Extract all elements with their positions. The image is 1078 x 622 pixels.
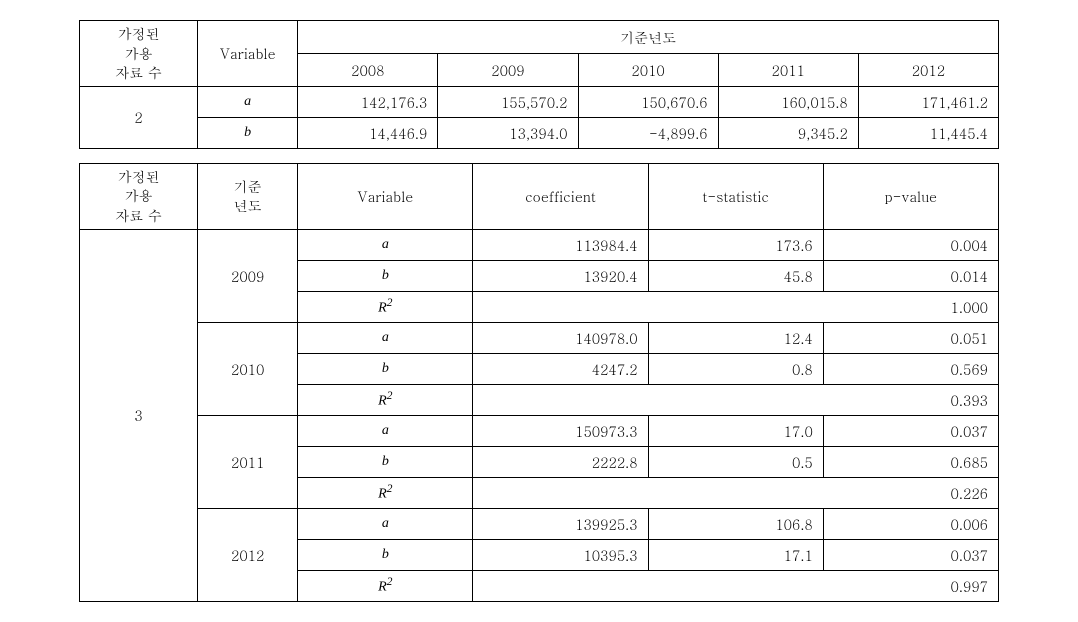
t1-year-2010: 2010 [578,53,718,86]
t1-header-row1: 가정된가용자료 수 Variable 기준년도 [80,21,999,54]
t2-2012-b-p: 0.037 [823,539,998,570]
t1-row-a: 2 a 142,176.3 155,570.2 150,670.6 160,01… [80,86,999,117]
t2-col6-header: p-value [823,163,998,229]
t2-2011-a-p: 0.037 [823,415,998,446]
t2-2010-var-r2: R2 [298,384,473,415]
t2-2009-a: 3 2009 a 113984.4 173.6 0.004 [80,229,999,260]
t2-2009-b-t: 45.8 [648,260,823,291]
t2-2009-r2-val: 1.000 [473,291,999,322]
t2-2010-a-p: 0.051 [823,322,998,353]
t2-2009-a-coef: 113984.4 [473,229,648,260]
t2-2012-a-t: 106.8 [648,508,823,539]
t2-group-label: 3 [80,229,198,601]
t1-rows-label: 2 [80,86,198,148]
t2-year-2011: 2011 [198,415,298,508]
t2-2010-b-p: 0.569 [823,353,998,384]
t1-year-2009: 2009 [438,53,578,86]
t1-a-2009: 155,570.2 [438,86,578,117]
t2-2010-b-coef: 4247.2 [473,353,648,384]
t2-2010-b-t: 0.8 [648,353,823,384]
t2-2011-b-p: 0.685 [823,446,998,477]
t2-col2-header: 기준년도 [198,163,298,229]
t1-a-2011: 160,015.8 [718,86,858,117]
t1-a-2012: 171,461.2 [858,86,998,117]
t2-2012-var-b: b [298,539,473,570]
t2-2010-r2-val: 0.393 [473,384,999,415]
t1-col1-line2: 가용 [125,43,153,63]
t1-row-b: b 14,446.9 13,394.0 -4,899.6 9,345.2 11,… [80,117,999,148]
table-1: 가정된가용자료 수 Variable 기준년도 2008 2009 2010 2… [79,20,999,149]
t1-a-2010: 150,670.6 [578,86,718,117]
t1-year-2011: 2011 [718,53,858,86]
t2-2010-a-t: 12.4 [648,322,823,353]
t2-2009-var-r2: R2 [298,291,473,322]
t1-years-group: 기준년도 [298,21,999,54]
t2-year-2010: 2010 [198,322,298,415]
t2-2012-var-a: a [298,508,473,539]
t2-2011-a-t: 17.0 [648,415,823,446]
t2-2009-b-p: 0.014 [823,260,998,291]
t2-2011-var-a: a [298,415,473,446]
t2-2011-r2-val: 0.226 [473,477,999,508]
t1-col1-line1: 가정된 [118,23,160,43]
t2-2009-var-a: a [298,229,473,260]
t1-b-2011: 9,345.2 [718,117,858,148]
t2-2011-b-coef: 2222.8 [473,446,648,477]
t1-year-2012: 2012 [858,53,998,86]
tables-wrapper: 가정된가용자료 수 Variable 기준년도 2008 2009 2010 2… [79,20,999,602]
t2-2009-a-t: 173.6 [648,229,823,260]
t2-2011-a-coef: 150973.3 [473,415,648,446]
t2-2012-var-r2: R2 [298,570,473,601]
t1-b-2010: -4,899.6 [578,117,718,148]
t1-year-2008: 2008 [298,53,438,86]
table-2: 가정된가용자료 수 기준년도 Variable coefficient t-st… [79,163,999,602]
t2-2012-a: 2012 a 139925.3 106.8 0.006 [80,508,999,539]
t2-2011-a: 2011 a 150973.3 17.0 0.037 [80,415,999,446]
t2-2011-var-r2: R2 [298,477,473,508]
t2-2010-var-a: a [298,322,473,353]
t2-2010-a: 2010 a 140978.0 12.4 0.051 [80,322,999,353]
t1-col2-header: Variable [198,21,298,87]
t2-2009-var-b: b [298,260,473,291]
t2-col4-header: coefficient [473,163,648,229]
table-gap [79,149,999,163]
t1-a-2008: 142,176.3 [298,86,438,117]
t2-2011-b-t: 0.5 [648,446,823,477]
t2-col5-header: t-statistic [648,163,823,229]
t1-col1-header: 가정된가용자료 수 [80,21,198,87]
t2-2009-a-p: 0.004 [823,229,998,260]
t2-2012-a-coef: 139925.3 [473,508,648,539]
t2-2010-var-b: b [298,353,473,384]
t2-year-2009: 2009 [198,229,298,322]
t2-col3-header: Variable [298,163,473,229]
t2-2010-a-coef: 140978.0 [473,322,648,353]
t2-2009-b-coef: 13920.4 [473,260,648,291]
t2-2012-b-coef: 10395.3 [473,539,648,570]
t1-var-b: b [198,117,298,148]
t2-2012-b-t: 17.1 [648,539,823,570]
t2-year-2012: 2012 [198,508,298,601]
t2-header-row: 가정된가용자료 수 기준년도 Variable coefficient t-st… [80,163,999,229]
t1-var-a: a [198,86,298,117]
t2-2012-a-p: 0.006 [823,508,998,539]
t2-col1-header: 가정된가용자료 수 [80,163,198,229]
t1-col1-line3: 자료 수 [115,62,162,82]
t1-b-2008: 14,446.9 [298,117,438,148]
t1-b-2009: 13,394.0 [438,117,578,148]
t2-2012-r2-val: 0.997 [473,570,999,601]
t1-b-2012: 11,445.4 [858,117,998,148]
t2-2011-var-b: b [298,446,473,477]
